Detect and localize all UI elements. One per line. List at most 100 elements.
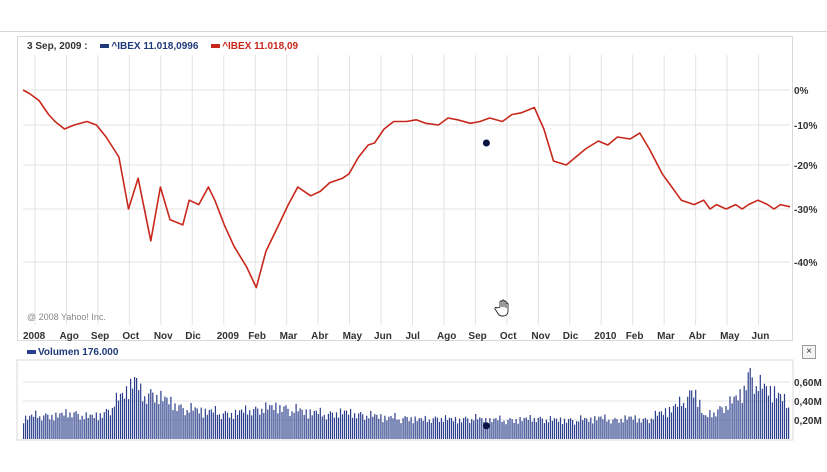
volume-bar	[293, 412, 295, 439]
volume-bar	[596, 420, 598, 439]
volume-bar	[584, 417, 586, 439]
volume-bar	[777, 392, 780, 439]
volume-bar	[693, 397, 695, 439]
volume-bar	[81, 415, 83, 439]
volume-bar	[243, 412, 245, 439]
volume-bar	[343, 410, 346, 439]
volume-bar	[267, 409, 269, 439]
volume-bar	[757, 391, 759, 439]
volume-bar	[761, 388, 763, 439]
volume-bar	[717, 409, 719, 439]
volume-bar	[53, 420, 55, 439]
volume-bar	[109, 415, 111, 439]
volume-bar	[775, 398, 778, 439]
volume-bar	[414, 416, 416, 439]
volume-bar	[174, 403, 176, 439]
volume-bar	[105, 408, 107, 439]
volume-bar	[354, 413, 356, 439]
volume-bar	[773, 386, 776, 439]
volume-bar	[59, 413, 61, 439]
legend-series1: ^IBEX 11.018,0996	[111, 41, 199, 52]
volume-bar	[656, 415, 658, 439]
volume-bar	[372, 416, 374, 439]
volume-bar	[594, 416, 596, 439]
volume-bar	[329, 411, 331, 439]
volume-bar	[513, 422, 515, 439]
volume-bar	[459, 418, 461, 439]
volume-bar	[97, 420, 99, 439]
volume-bar	[578, 421, 580, 439]
volume-bar	[374, 414, 376, 439]
volume-bar	[660, 411, 662, 439]
volume-bar	[543, 423, 545, 439]
legend-swatch-series1	[100, 44, 110, 49]
volume-bar	[416, 421, 418, 439]
volume-bar	[646, 419, 648, 439]
volume-bar	[446, 420, 449, 439]
volume-bar	[721, 407, 723, 439]
volume-bar	[83, 419, 85, 439]
volume-bar	[545, 419, 547, 439]
volume-frame	[16, 359, 794, 441]
volume-bar	[25, 415, 27, 439]
volume-bar	[210, 409, 212, 439]
volume-bar	[79, 419, 81, 439]
volume-bar	[162, 401, 164, 439]
volume-bar	[523, 417, 525, 439]
volume-bar	[741, 403, 743, 439]
volume-bar	[61, 412, 63, 439]
volume-bar	[297, 411, 299, 439]
volume-bar	[535, 422, 537, 439]
volume-bar	[465, 416, 467, 439]
volume-bar	[99, 413, 101, 439]
volume-bar	[305, 409, 307, 439]
volume-bar	[289, 416, 291, 439]
volume-bar	[679, 396, 681, 439]
volume-bar	[275, 402, 277, 439]
volume-bar	[164, 396, 166, 439]
volume-bar	[396, 419, 398, 439]
volume-bar	[786, 408, 788, 439]
volume-bar	[107, 409, 109, 439]
close-volume-button[interactable]: ×	[802, 345, 816, 359]
volume-bar	[576, 421, 578, 439]
volume-bar	[335, 412, 338, 439]
top-divider	[0, 31, 827, 32]
x-tick-label: Dic	[185, 331, 201, 342]
x-tick-label: Feb	[248, 331, 266, 342]
volume-bar	[713, 412, 715, 439]
volume-bar	[539, 416, 541, 439]
price-chart[interactable]: 2008 Ago Sep Oct Nov Dic 2009 Feb Mar Abr May Jun Ju…	[0, 0, 827, 345]
volume-bar	[473, 420, 475, 439]
x-tick-label: Dic	[563, 331, 579, 342]
volume-bar	[295, 403, 297, 439]
volume-bar	[212, 412, 214, 439]
volume-bar	[323, 414, 325, 439]
volume-bar	[216, 415, 218, 439]
volume-bar	[570, 418, 572, 439]
volume-bar	[299, 408, 301, 439]
volume-bar	[138, 390, 140, 439]
volume-bar	[475, 414, 477, 439]
volume-bar	[271, 405, 273, 439]
volume-bar	[283, 406, 285, 439]
volume-bar	[666, 417, 669, 439]
volume-bar	[51, 414, 53, 439]
volume-bar	[257, 408, 259, 439]
volume-bar	[140, 383, 142, 439]
volume-bar	[448, 417, 451, 439]
volume-bar	[737, 400, 739, 439]
volume-bar	[128, 399, 130, 439]
volume-bar	[101, 417, 103, 439]
volume-bar	[612, 419, 614, 439]
volume-bar	[527, 420, 529, 439]
x-tick-label: Sep	[468, 331, 486, 342]
volume-bar	[178, 405, 180, 439]
volume-bar	[35, 410, 37, 439]
volume-bar	[630, 416, 632, 439]
volume-bar	[681, 406, 683, 439]
volume-bar	[269, 405, 271, 439]
volume-bar	[400, 423, 402, 439]
volume-bar	[337, 417, 340, 439]
